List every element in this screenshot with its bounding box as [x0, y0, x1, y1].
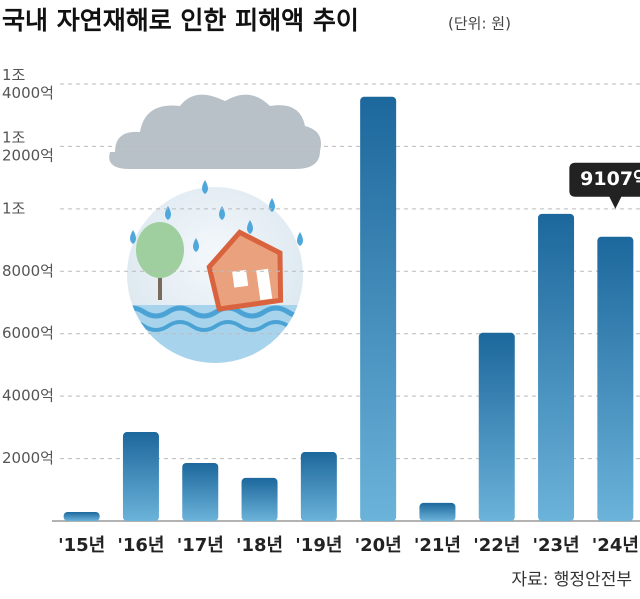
illustration — [109, 94, 321, 363]
x-tick-label: '19년 — [295, 535, 342, 556]
bar — [122, 432, 159, 521]
bar — [300, 452, 337, 521]
y-tick-label: 2000억 — [2, 449, 54, 467]
bar — [182, 462, 219, 521]
bar — [538, 213, 575, 521]
x-tick-label: '15년 — [58, 535, 105, 556]
source: 자료: 행정안전부 — [511, 570, 632, 590]
x-tick-label: '20년 — [355, 535, 402, 556]
y-tick-label: 1조 2000억 — [2, 128, 54, 164]
y-tick-label: 1조 4000억 — [2, 66, 54, 102]
y-tick-label: 1조 — [2, 199, 26, 217]
x-tick-label: '21년 — [414, 535, 461, 556]
bar — [478, 332, 515, 521]
chart-subtitle: (단위: 원) — [448, 15, 511, 33]
x-tick-label: '17년 — [177, 535, 224, 556]
x-tick-label: '16년 — [117, 535, 164, 556]
y-tick-label: 6000억 — [2, 324, 54, 342]
chart-title: 국내 자연재해로 인한 피해액 추이 — [2, 6, 359, 35]
x-tick-label: '18년 — [236, 535, 283, 556]
value-label: 9107억 — [580, 168, 640, 190]
callout-box — [569, 162, 640, 209]
bar — [419, 502, 456, 521]
y-tick-label: 8000억 — [2, 262, 54, 280]
bar — [241, 477, 278, 521]
x-tick-label: '24년 — [592, 535, 639, 556]
x-tick-label: '23년 — [532, 535, 579, 556]
bar — [597, 236, 634, 521]
bar — [63, 511, 100, 521]
x-tick-label: '22년 — [473, 535, 520, 556]
bar — [360, 96, 397, 522]
y-tick-label: 4000억 — [2, 387, 54, 405]
